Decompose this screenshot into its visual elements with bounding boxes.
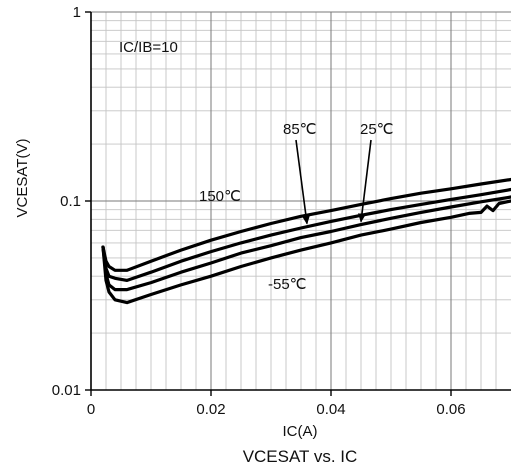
x-tick-label: 0.04 (316, 401, 345, 418)
y-axis: 0.01 0.1 1 (52, 4, 92, 399)
series-line-0 (101, 177, 511, 272)
y-axis-title: VCESAT(V) (14, 139, 31, 218)
series-lines (101, 177, 511, 305)
x-tick-label: 0 (87, 401, 95, 418)
y-tick-label: 1 (73, 4, 81, 21)
chart-title: VCESAT vs. IC (243, 447, 358, 466)
x-axis-title: IC(A) (283, 423, 318, 440)
y-tick-label: 0.01 (52, 382, 81, 399)
annotation-arrow (358, 139, 372, 223)
series-label: 150℃ (199, 188, 241, 205)
series-label: 25℃ (360, 121, 394, 138)
series-line-1 (101, 187, 511, 282)
condition-label: IC/IB=10 (119, 39, 178, 56)
x-tick-label: 0.02 (196, 401, 225, 418)
y-tick-label: 0.1 (60, 193, 81, 210)
annotations: 150℃ 85℃ 25℃ -55℃ (199, 121, 394, 293)
series-label: 85℃ (283, 121, 317, 138)
series-line-2 (101, 195, 511, 292)
x-tick-label: 0.06 (436, 401, 465, 418)
annotation-arrow (295, 139, 310, 225)
series-line-3 (101, 199, 511, 305)
x-axis: 0 0.02 0.04 0.06 (87, 389, 511, 418)
series-label: -55℃ (268, 276, 307, 293)
